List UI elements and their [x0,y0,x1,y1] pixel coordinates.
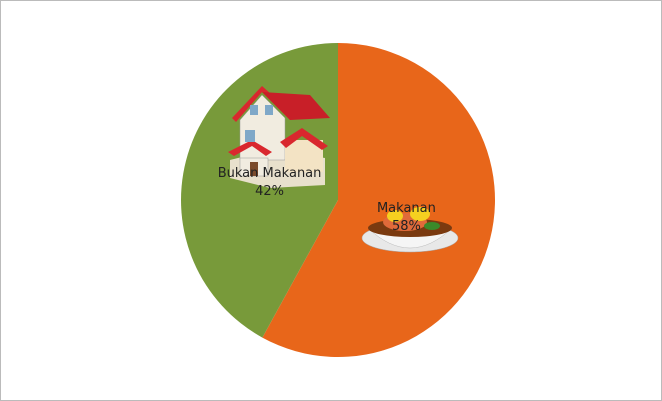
pie [181,43,495,357]
value-label: 42% [255,184,284,199]
chart: Makanan 58% Bukan Makanan 42% [0,0,662,401]
value-label: 58% [392,219,421,234]
category-label: Bukan Makanan [218,166,322,181]
category-label: Makanan [377,201,436,216]
page: Makanan58%Bukan Makanan42% (() => { cons… [0,0,662,401]
